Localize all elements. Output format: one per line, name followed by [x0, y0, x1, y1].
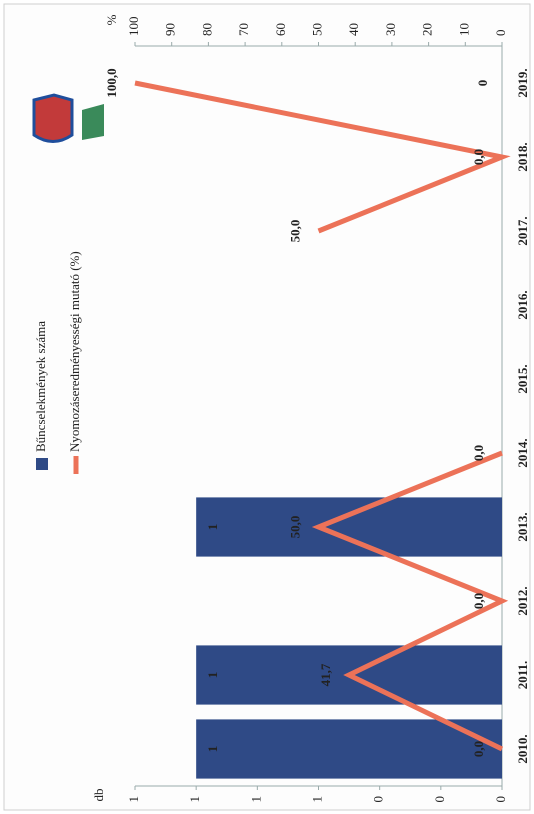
y2-tick-label: 40 [346, 23, 361, 36]
x-tick-label: 2010. [515, 734, 530, 763]
bar [196, 497, 503, 557]
line-value-label: 41,7 [318, 663, 333, 686]
x-tick-label: 2018. [515, 142, 530, 171]
y2-tick-label: 70 [236, 23, 251, 36]
line-value-label: 0,0 [471, 445, 486, 461]
x-tick-label: 2011. [515, 661, 530, 690]
y2-tick-label: 100 [126, 17, 141, 37]
y-tick-label: 1 [126, 796, 141, 803]
bar-value-label: 1 [205, 672, 220, 679]
chart-body: 00011110102030405060708090100db%2010.201… [33, 14, 530, 802]
line-value-label: 50,0 [287, 516, 302, 539]
y2-tick-label: 30 [383, 23, 398, 36]
y2-tick-label: 20 [420, 23, 435, 36]
x-tick-label: 2015. [515, 364, 530, 393]
bar-value-label: 0 [475, 80, 490, 87]
line [134, 80, 511, 752]
legend-swatch [36, 458, 48, 470]
y-tick-label: 1 [309, 796, 324, 803]
line-value-label: 100,0 [104, 68, 119, 97]
y2-tick-label: 10 [456, 23, 471, 36]
y-tick-label: 1 [187, 796, 202, 803]
y2-tick-label: 50 [309, 23, 324, 36]
x-tick-label: 2017. [515, 216, 530, 245]
x-tick-label: 2012. [515, 586, 530, 615]
line-value-label: 50,0 [287, 220, 302, 243]
bar [196, 719, 503, 779]
logo [32, 93, 104, 143]
bar-value-label: 1 [205, 746, 220, 753]
line-value-label: 0,0 [471, 149, 486, 165]
y2-axis-label: % [104, 14, 119, 25]
y2-tick-label: 60 [273, 23, 288, 36]
x-tick-label: 2016. [515, 290, 530, 319]
x-tick-label: 2014. [515, 438, 530, 467]
line-value-label: 0,0 [471, 741, 486, 757]
y-tick-label: 0 [493, 796, 508, 803]
y-tick-label: 1 [248, 796, 263, 803]
y-tick-label: 0 [371, 796, 386, 803]
bar-value-label: 1 [205, 524, 220, 531]
y2-tick-label: 0 [493, 30, 508, 37]
x-tick-label: 2013. [515, 512, 530, 541]
y-axis-label: db [91, 789, 106, 802]
y2-tick-label: 80 [199, 23, 214, 36]
legend-label: Nyomozáseredményességi mutató (%) [67, 251, 82, 452]
x-tick-label: 2019. [515, 68, 530, 97]
line-value-label: 0,0 [471, 593, 486, 609]
y-tick-label: 0 [432, 796, 447, 803]
y2-tick-label: 90 [163, 23, 178, 36]
legend-label: Bűncselekmények száma [33, 321, 48, 452]
